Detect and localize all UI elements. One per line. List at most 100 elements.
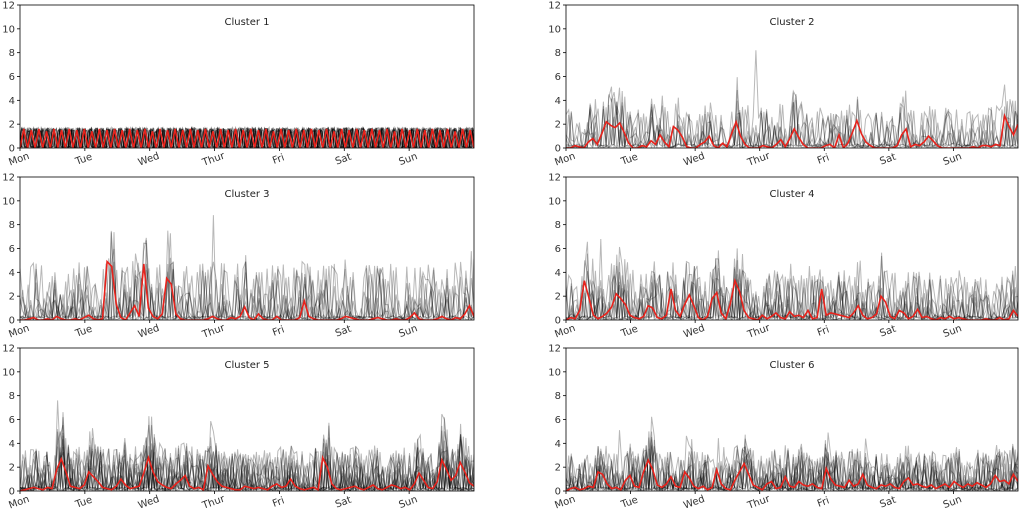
individual-series-line [566, 447, 1018, 491]
y-tick-label: 10 [2, 196, 15, 207]
individual-series-line [20, 232, 474, 320]
individual-series-line [566, 89, 1018, 148]
individual-series-line [566, 246, 1018, 320]
plot-area [20, 177, 474, 320]
y-tick-label: 0 [9, 316, 15, 327]
y-tick-label: 2 [9, 463, 15, 474]
plot-area [566, 5, 1018, 148]
individual-series-line [566, 96, 1018, 148]
plot-area [20, 5, 474, 148]
individual-series-line [20, 126, 474, 148]
series-group [566, 50, 1018, 148]
individual-series-line [20, 261, 474, 320]
mean-series-line [20, 454, 474, 491]
mean-series-line [20, 259, 474, 320]
individual-series-line [20, 126, 474, 148]
y-tick-label: 10 [2, 24, 15, 35]
y-tick-label: 12 [2, 344, 15, 355]
y-tick-label: 0 [555, 487, 561, 498]
series-group [20, 125, 474, 148]
y-tick-label: 4 [555, 439, 561, 450]
individual-series-line [20, 126, 474, 148]
y-tick-label: 6 [9, 244, 15, 255]
panel-title: Cluster 1 [224, 17, 269, 28]
individual-series-line [20, 230, 474, 320]
y-tick-label: 0 [555, 316, 561, 327]
x-tick-label: Fri [816, 495, 831, 509]
x-tick-label: Fri [271, 495, 286, 509]
x-tick-label: Sat [334, 495, 353, 511]
individual-series-line [566, 438, 1018, 491]
y-tick-label: 0 [555, 144, 561, 155]
y-tick-label: 8 [555, 391, 561, 402]
y-tick-label: 2 [555, 120, 561, 131]
y-tick-label: 10 [548, 196, 561, 207]
panel-title: Cluster 3 [224, 189, 269, 200]
individual-series-line [566, 430, 1018, 491]
y-tick-label: 6 [555, 415, 561, 426]
y-tick-label: 4 [555, 96, 561, 107]
mean-series-line [566, 457, 1018, 491]
individual-series-line [20, 416, 474, 491]
y-tick-label: 2 [555, 292, 561, 303]
y-tick-label: 12 [2, 173, 15, 184]
mean-series-line [566, 278, 1018, 320]
individual-series-line [566, 50, 1018, 148]
y-tick-label: 4 [9, 439, 15, 450]
y-tick-label: 4 [9, 268, 15, 279]
individual-series-line [566, 260, 1018, 320]
x-tick-label: Sat [334, 324, 353, 340]
individual-series-line [20, 215, 474, 320]
individual-series-line [20, 416, 474, 491]
panel-title: Cluster 5 [224, 360, 269, 371]
individual-series-line [20, 417, 474, 491]
individual-series-line [566, 77, 1018, 148]
x-tick-label: Fri [271, 152, 286, 166]
panel-title: Cluster 6 [769, 360, 814, 371]
individual-series-line [566, 439, 1018, 491]
y-tick-label: 4 [555, 268, 561, 279]
individual-series-line [566, 432, 1018, 491]
individual-series-line [20, 422, 474, 491]
mean-series-line [566, 112, 1018, 148]
individual-series-line [566, 437, 1018, 491]
y-tick-label: 6 [9, 415, 15, 426]
individual-series-line [20, 417, 474, 491]
y-tick-label: 12 [548, 1, 561, 12]
panel-title: Cluster 2 [769, 17, 814, 28]
y-tick-label: 2 [9, 292, 15, 303]
y-tick-label: 6 [9, 72, 15, 83]
y-tick-label: 2 [555, 463, 561, 474]
series-group [20, 215, 474, 320]
y-tick-label: 0 [9, 487, 15, 498]
y-tick-label: 12 [548, 173, 561, 184]
individual-series-line [20, 400, 474, 491]
individual-series-line [566, 241, 1018, 320]
individual-series-line [566, 254, 1018, 320]
individual-series-line [566, 238, 1018, 320]
y-tick-label: 8 [555, 220, 561, 231]
y-tick-label: 10 [548, 367, 561, 378]
series-group [566, 238, 1018, 320]
y-tick-label: 6 [555, 72, 561, 83]
y-tick-label: 12 [548, 344, 561, 355]
plot-area [20, 348, 474, 491]
x-tick-label: Fri [816, 324, 831, 338]
individual-series-line [566, 84, 1018, 148]
panel-title: Cluster 4 [769, 189, 814, 200]
individual-series-line [20, 423, 474, 491]
individual-series-line [20, 425, 474, 491]
y-tick-label: 12 [2, 1, 15, 12]
x-tick-label: Sat [334, 152, 353, 168]
individual-series-line [20, 425, 474, 491]
y-tick-label: 8 [9, 391, 15, 402]
series-group [20, 400, 474, 491]
x-tick-label: Sat [878, 152, 897, 168]
x-tick-label: Sat [878, 324, 897, 340]
individual-series-line [566, 253, 1018, 320]
